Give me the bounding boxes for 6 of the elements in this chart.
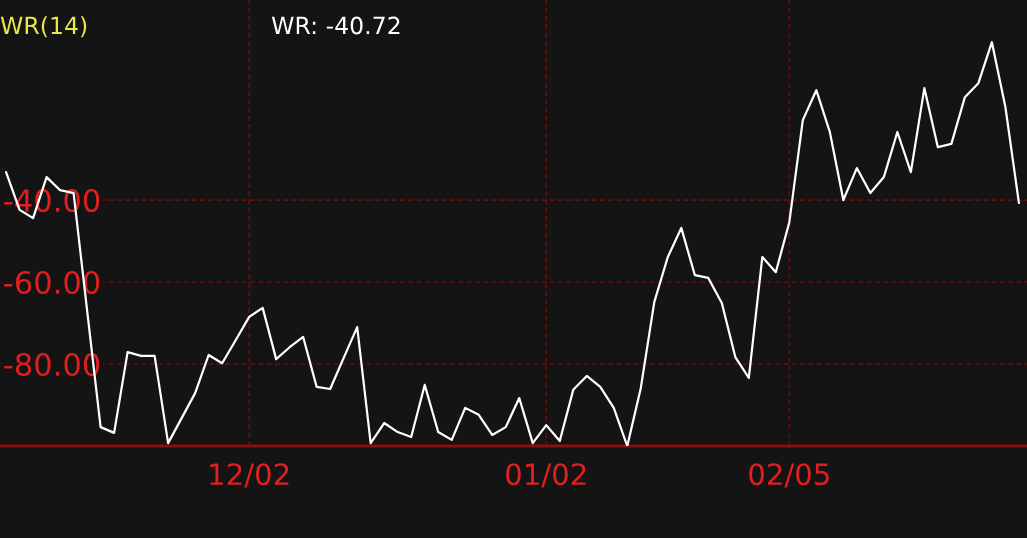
text: WR: -40.72 [271, 16, 400, 35]
x-tick-label: 02/05 [749, 463, 829, 488]
x-tick-label: 01/02 [506, 463, 586, 488]
x-tick-label: 12/02 [210, 463, 289, 488]
line-series [4, 41, 1021, 446]
text: WR(14) [0, 16, 87, 38]
